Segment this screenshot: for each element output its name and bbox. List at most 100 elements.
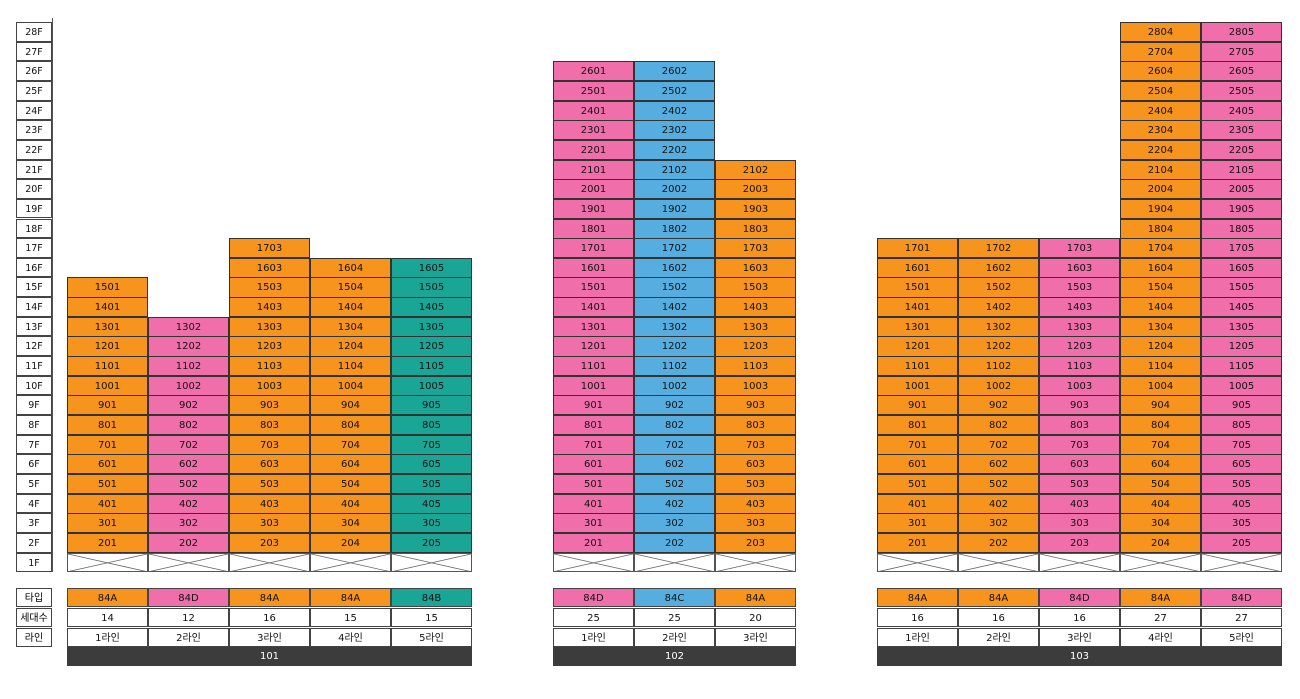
unit-cell: 2101 bbox=[553, 159, 634, 180]
pilotis-x-mark bbox=[1121, 553, 1200, 572]
unit-cell: 2805 bbox=[1201, 22, 1282, 43]
unit-cell: 1102 bbox=[148, 356, 229, 377]
unit-cell: 1003 bbox=[229, 375, 310, 396]
unit-cell: 202 bbox=[148, 532, 229, 554]
unit-cell: 401 bbox=[553, 493, 634, 514]
unit-cell: 1703 bbox=[229, 238, 310, 259]
type-cell: 84D bbox=[148, 588, 229, 607]
unit-cell: 301 bbox=[67, 513, 148, 534]
unit-cell: 1401 bbox=[553, 297, 634, 318]
unit-cell: 1502 bbox=[958, 277, 1039, 298]
unit-cell: 1005 bbox=[391, 375, 472, 396]
unit-cell: 2002 bbox=[634, 179, 715, 200]
unit-cell: 1703 bbox=[1039, 238, 1120, 259]
unit-cell: 1904 bbox=[1120, 198, 1201, 219]
unit-cell: 2401 bbox=[553, 100, 634, 121]
unit-cell: 1004 bbox=[310, 375, 391, 396]
floor-label: 23F bbox=[16, 120, 52, 140]
unit-cell: 501 bbox=[553, 473, 634, 495]
floor-label: 26F bbox=[16, 61, 52, 81]
unit-cell: 1205 bbox=[1201, 336, 1282, 357]
unit-cell: 605 bbox=[1201, 454, 1282, 475]
unit-cell: 2102 bbox=[634, 159, 715, 180]
households-cell: 12 bbox=[148, 608, 229, 627]
unit-cell: 1002 bbox=[634, 375, 715, 396]
unit-cell: 401 bbox=[877, 493, 958, 514]
unit-cell: 1905 bbox=[1201, 198, 1282, 219]
unit-cell: 1304 bbox=[310, 316, 391, 337]
unit-cell: 1401 bbox=[67, 297, 148, 318]
pilotis-x-mark bbox=[716, 553, 795, 572]
line-cell: 2라인 bbox=[634, 628, 715, 647]
pilotis-cell bbox=[553, 552, 634, 573]
unit-cell: 905 bbox=[391, 395, 472, 416]
pilotis-cell bbox=[391, 552, 472, 573]
unit-cell: 1001 bbox=[67, 375, 148, 396]
floor-label: 18F bbox=[16, 218, 52, 239]
unit-cell: 805 bbox=[391, 415, 472, 436]
floor-label: 1F bbox=[16, 552, 52, 573]
unit-cell: 1602 bbox=[634, 257, 715, 278]
unit-cell: 1204 bbox=[1120, 336, 1201, 357]
unit-cell: 2004 bbox=[1120, 179, 1201, 200]
households-cell: 20 bbox=[715, 608, 796, 627]
unit-cell: 1505 bbox=[1201, 277, 1282, 298]
unit-cell: 1805 bbox=[1201, 218, 1282, 239]
floor-label: 4F bbox=[16, 493, 52, 514]
unit-cell: 1705 bbox=[1201, 238, 1282, 259]
unit-cell: 1302 bbox=[958, 316, 1039, 337]
unit-cell: 1301 bbox=[553, 316, 634, 337]
pilotis-x-mark bbox=[230, 553, 309, 572]
floor-label: 10F bbox=[16, 375, 52, 396]
unit-cell: 805 bbox=[1201, 415, 1282, 436]
unit-cell: 503 bbox=[1039, 473, 1120, 495]
unit-cell: 1005 bbox=[1201, 375, 1282, 396]
unit-cell: 503 bbox=[715, 473, 796, 495]
pilotis-cell bbox=[715, 552, 796, 573]
pilotis-x-mark bbox=[959, 553, 1038, 572]
unit-cell: 1403 bbox=[1039, 297, 1120, 318]
unit-cell: 1902 bbox=[634, 198, 715, 219]
line-cell: 2라인 bbox=[148, 628, 229, 647]
unit-cell: 1603 bbox=[1039, 257, 1120, 278]
unit-cell: 1003 bbox=[715, 375, 796, 396]
unit-cell: 902 bbox=[634, 395, 715, 416]
unit-cell: 2502 bbox=[634, 80, 715, 102]
pilotis-x-line bbox=[959, 553, 1038, 572]
unit-cell: 902 bbox=[958, 395, 1039, 416]
unit-cell: 2302 bbox=[634, 120, 715, 141]
line-cell: 3라인 bbox=[229, 628, 310, 647]
unit-cell: 703 bbox=[715, 434, 796, 455]
unit-cell: 1802 bbox=[634, 218, 715, 239]
unit-cell: 2301 bbox=[553, 120, 634, 141]
floor-label: 2F bbox=[16, 532, 52, 553]
floor-label: 24F bbox=[16, 100, 52, 121]
unit-cell: 1301 bbox=[877, 316, 958, 337]
unit-cell: 2102 bbox=[715, 159, 796, 180]
unit-cell: 802 bbox=[958, 415, 1039, 436]
unit-cell: 1203 bbox=[1039, 336, 1120, 357]
unit-cell: 1104 bbox=[310, 356, 391, 377]
unit-cell: 1304 bbox=[1120, 316, 1201, 337]
unit-cell: 1503 bbox=[229, 277, 310, 298]
unit-cell: 405 bbox=[1201, 493, 1282, 514]
unit-cell: 803 bbox=[229, 415, 310, 436]
type-cell: 84A bbox=[958, 588, 1039, 607]
type-cell: 84A bbox=[310, 588, 391, 607]
unit-cell: 701 bbox=[67, 434, 148, 455]
households-cell: 14 bbox=[67, 608, 148, 627]
pilotis-x-mark bbox=[392, 553, 471, 572]
pilotis-cell bbox=[1039, 552, 1120, 573]
unit-cell: 301 bbox=[553, 513, 634, 534]
unit-cell: 701 bbox=[553, 434, 634, 455]
unit-cell: 1803 bbox=[715, 218, 796, 239]
unit-cell: 201 bbox=[877, 532, 958, 554]
unit-cell: 1601 bbox=[877, 257, 958, 278]
unit-cell: 1102 bbox=[634, 356, 715, 377]
unit-cell: 601 bbox=[877, 454, 958, 475]
unit-cell: 804 bbox=[310, 415, 391, 436]
pilotis-cell bbox=[634, 552, 715, 573]
unit-cell: 2504 bbox=[1120, 80, 1201, 102]
unit-cell: 2804 bbox=[1120, 22, 1201, 43]
unit-cell: 602 bbox=[148, 454, 229, 475]
